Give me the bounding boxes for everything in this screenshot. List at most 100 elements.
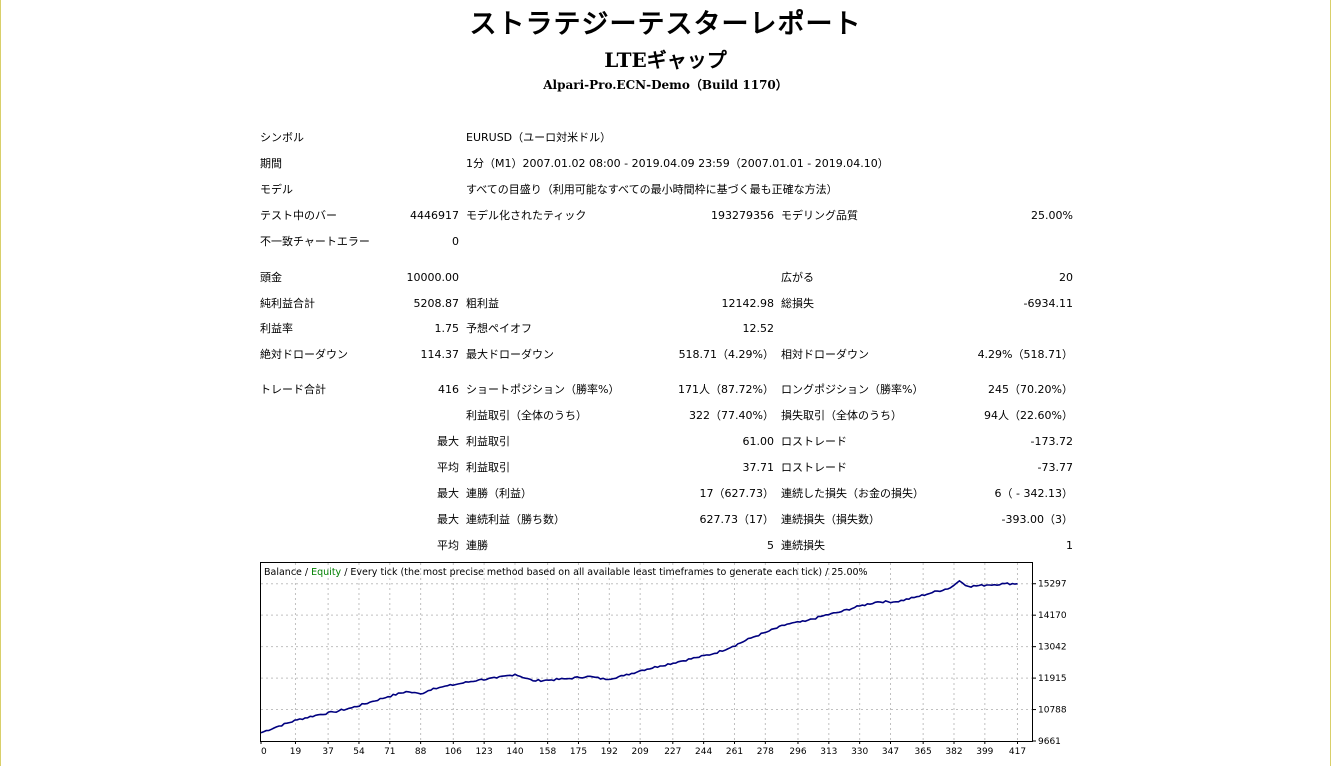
row-b-value: 1 xyxy=(1066,539,1073,552)
x-tick-label: 175 xyxy=(570,747,587,757)
row-b-label: ロストレード xyxy=(781,435,847,448)
chart-legend: Balance / Equity / Every tick (the most … xyxy=(264,567,868,578)
short-positions-label: ショートポジション（勝率%） xyxy=(466,383,620,396)
x-tick-label: 399 xyxy=(976,747,993,757)
symbol-label: シンボル xyxy=(260,131,304,144)
relative-drawdown-value: 4.29%（518.71） xyxy=(977,348,1073,361)
x-tick-label: 244 xyxy=(695,747,712,757)
x-axis: 0 19 37 54 71 88 106 123 140 158 175 192 209 227 244 26… xyxy=(260,741,1026,757)
loss-trades-label: 損失取引（全体のうち） xyxy=(781,409,902,422)
x-tick-label: 0 xyxy=(261,747,267,757)
bars-value: 4446917 xyxy=(410,209,459,222)
gross-loss-value: -6934.11 xyxy=(1023,297,1073,310)
loss-trades-value: 94人（22.60%） xyxy=(984,409,1073,422)
errors-label: 不一致チャートエラー xyxy=(260,235,370,248)
x-tick-label: 261 xyxy=(726,747,743,757)
deposit-label: 頭金 xyxy=(260,271,282,284)
x-tick-label: 71 xyxy=(384,747,395,757)
x-tick-label: 296 xyxy=(789,747,806,757)
y-tick-label: 14170 xyxy=(1038,611,1067,621)
model-label: モデル xyxy=(260,183,293,196)
row-prefix: 最大 xyxy=(437,435,459,448)
long-positions-label: ロングポジション（勝率%） xyxy=(781,383,924,396)
row-prefix: 最大 xyxy=(437,513,459,526)
row-b-label: 連続した損失（お金の損失） xyxy=(781,487,924,500)
x-tick-label: 192 xyxy=(601,747,618,757)
x-tick-label: 347 xyxy=(882,747,899,757)
x-tick-label: 382 xyxy=(945,747,962,757)
quality-label: モデリング品質 xyxy=(781,209,858,222)
legend-description: / Every tick (the most precise method ba… xyxy=(341,567,867,578)
x-tick-label: 19 xyxy=(290,747,302,757)
x-tick-label: 54 xyxy=(353,747,365,757)
profit-trades-value: 322（77.40%） xyxy=(689,409,774,422)
y-tick-label: 10788 xyxy=(1038,706,1067,716)
row-prefix: 平均 xyxy=(437,539,459,552)
y-tick-label: 11915 xyxy=(1038,674,1067,684)
period-value: 1分（M1）2007.01.02 08:00 - 2019.04.09 23:5… xyxy=(466,157,889,170)
balance-chart-svg: 9661 10788 11915 13042 14170 15297 0 19 37 54 71 8… xyxy=(260,562,1067,757)
row-prefix: 最大 xyxy=(437,487,459,500)
symbol-value: EURUSD（ユーロ対米ドル） xyxy=(466,131,612,144)
total-trades-value: 416 xyxy=(438,383,459,396)
row-b-label: 連続損失（損失数） xyxy=(781,513,880,526)
spread-value: 20 xyxy=(1059,271,1073,284)
row-a-label: 連勝 xyxy=(466,539,488,552)
legend-equity: Equity xyxy=(311,567,341,578)
balance-chart: 9661 10788 11915 13042 14170 15297 0 19 37 54 71 8… xyxy=(260,562,1072,762)
gross-profit-label: 粗利益 xyxy=(466,297,499,310)
x-tick-label: 365 xyxy=(915,747,932,757)
model-value: すべての目盛り（利用可能なすべての最小時間枠に基づく最も正確な方法） xyxy=(466,183,838,196)
ticks-value: 193279356 xyxy=(711,209,774,222)
balance-line xyxy=(260,579,1018,734)
left-border xyxy=(0,0,1,766)
spread-label: 広がる xyxy=(781,271,814,284)
row-a-value: 627.73（17） xyxy=(699,513,775,526)
x-tick-label: 106 xyxy=(445,747,462,757)
x-tick-label: 88 xyxy=(415,747,427,757)
errors-value: 0 xyxy=(452,235,459,248)
profit-factor-label: 利益率 xyxy=(260,322,293,335)
profit-trades-label: 利益取引（全体のうち） xyxy=(466,409,587,422)
row-b-value: -73.77 xyxy=(1037,461,1073,474)
period-label: 期間 xyxy=(260,157,282,170)
row-a-label: 連続利益（勝ち数） xyxy=(466,513,565,526)
row-b-value: -173.72 xyxy=(1030,435,1073,448)
row-a-label: 連勝（利益） xyxy=(466,487,532,500)
row-a-value: 17（627.73） xyxy=(699,487,775,500)
quality-value: 25.00% xyxy=(1031,209,1073,222)
y-tick-label: 13042 xyxy=(1038,643,1067,653)
x-tick-label: 158 xyxy=(539,747,556,757)
x-tick-label: 278 xyxy=(757,747,774,757)
profit-factor-value: 1.75 xyxy=(434,322,460,335)
maximal-drawdown-label: 最大ドローダウン xyxy=(466,348,554,361)
relative-drawdown-label: 相対ドローダウン xyxy=(781,348,869,361)
gross-profit-value: 12142.98 xyxy=(721,297,775,310)
absolute-drawdown-label: 絶対ドローダウン xyxy=(260,348,348,361)
expected-payoff-label: 予想ペイオフ xyxy=(466,322,532,335)
row-a-label: 利益取引 xyxy=(466,461,510,474)
expert-name: LTEギャップ xyxy=(604,48,727,72)
x-tick-label: 227 xyxy=(664,747,681,757)
row-prefix: 平均 xyxy=(437,461,459,474)
maximal-drawdown-value: 518.71（4.29%） xyxy=(678,348,774,361)
row-b-label: 連続損失 xyxy=(781,539,825,552)
row-b-value: -393.00（3） xyxy=(1001,513,1073,526)
row-a-label: 利益取引 xyxy=(466,435,510,448)
absolute-drawdown-value: 114.37 xyxy=(420,348,460,361)
chart-grid xyxy=(261,563,1032,741)
legend-balance: Balance xyxy=(264,567,302,578)
long-positions-value: 245（70.20%） xyxy=(988,383,1073,396)
x-tick-label: 330 xyxy=(851,747,868,757)
row-a-value: 61.00 xyxy=(742,435,775,448)
row-a-value: 37.71 xyxy=(742,461,775,474)
report-title: ストラテジーテスターレポート xyxy=(469,9,862,40)
ticks-label: モデル化されたティック xyxy=(466,209,587,222)
row-b-label: ロストレード xyxy=(781,461,847,474)
y-tick-label: 15297 xyxy=(1038,580,1067,590)
legend-sep: / xyxy=(302,567,311,578)
bars-label: テスト中のバー xyxy=(260,209,337,222)
x-tick-label: 123 xyxy=(476,747,493,757)
server-build: Alpari-Pro.ECN-Demo（Build 1170） xyxy=(543,78,788,92)
total-trades-label: トレード合計 xyxy=(260,383,326,396)
